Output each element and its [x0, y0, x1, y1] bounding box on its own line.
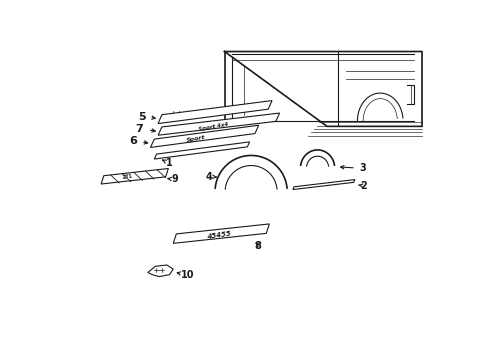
Text: Sport 4x4: Sport 4x4	[198, 122, 228, 132]
Polygon shape	[154, 142, 249, 159]
Text: 1: 1	[166, 158, 173, 168]
Polygon shape	[148, 265, 173, 276]
Text: 6: 6	[129, 136, 137, 146]
Text: 45455: 45455	[206, 230, 231, 240]
Text: 5: 5	[138, 112, 146, 122]
Text: 3: 3	[360, 163, 367, 174]
Polygon shape	[150, 125, 259, 148]
Text: 4: 4	[205, 172, 212, 182]
Text: Sport: Sport	[186, 135, 206, 143]
Polygon shape	[158, 100, 272, 123]
Text: 7: 7	[135, 123, 143, 134]
Polygon shape	[173, 224, 270, 243]
Text: 9: 9	[172, 174, 178, 184]
Polygon shape	[293, 180, 355, 190]
Text: 10: 10	[181, 270, 194, 280]
Text: Z71: Z71	[122, 174, 133, 180]
Polygon shape	[101, 168, 169, 184]
Text: 2: 2	[361, 181, 368, 191]
Text: 8: 8	[254, 241, 261, 251]
Polygon shape	[158, 113, 280, 135]
